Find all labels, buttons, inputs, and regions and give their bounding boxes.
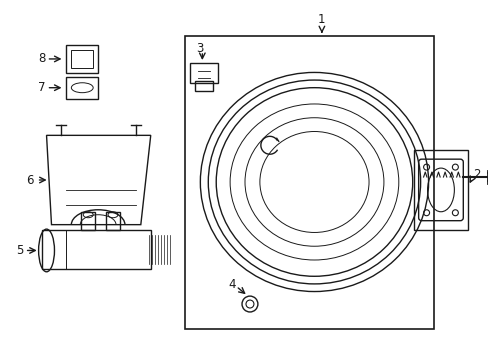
- Text: 6: 6: [26, 174, 33, 186]
- Bar: [196, 81, 213, 91]
- Bar: [191, 63, 218, 83]
- Text: 2: 2: [473, 167, 481, 181]
- Text: 8: 8: [38, 53, 45, 66]
- Text: 7: 7: [38, 81, 46, 94]
- Text: 4: 4: [228, 278, 236, 291]
- Text: 1: 1: [318, 13, 326, 26]
- Bar: [66, 45, 98, 73]
- Text: 5: 5: [16, 244, 24, 257]
- Text: 3: 3: [196, 41, 204, 54]
- Bar: [106, 212, 120, 230]
- Bar: [185, 36, 434, 329]
- Bar: [66, 77, 98, 99]
- Bar: [81, 212, 95, 230]
- Bar: [42, 230, 151, 269]
- Bar: [414, 150, 468, 230]
- Bar: [72, 50, 93, 68]
